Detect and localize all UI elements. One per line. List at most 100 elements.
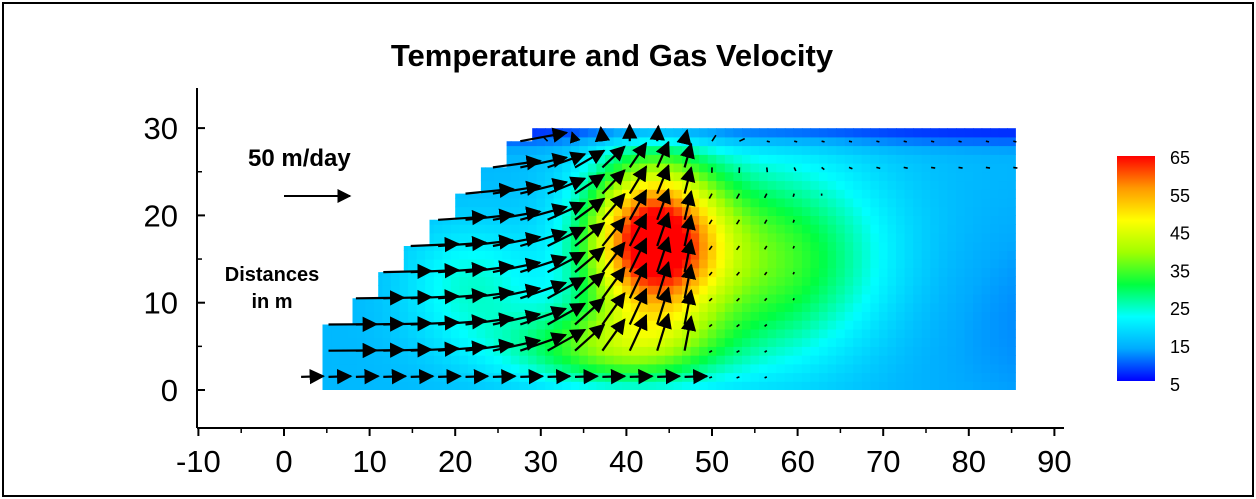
temperature-cell: [819, 163, 829, 173]
temperature-cell: [836, 276, 846, 286]
temperature-cell: [964, 250, 974, 260]
temperature-cell: [459, 267, 469, 278]
temperature-cell: [724, 276, 734, 286]
colorbar-tick-label: 5: [1170, 375, 1180, 395]
temperature-cell: [647, 250, 657, 260]
temperature-cell: [904, 302, 914, 312]
temperature-cell: [587, 241, 598, 251]
temperature-cell: [425, 363, 435, 374]
temperature-cell: [733, 250, 743, 260]
temperature-cell: [964, 267, 974, 278]
temperature-cell: [587, 363, 598, 374]
velocity-arrow: [708, 350, 713, 353]
temperature-cell: [981, 224, 991, 234]
temperature-cell: [416, 355, 426, 365]
temperature-cell: [716, 381, 726, 390]
temperature-cell: [896, 232, 906, 243]
temperature-cell: [913, 215, 923, 225]
y-tick-label: 10: [144, 286, 178, 321]
temperature-cell: [528, 197, 538, 208]
temperature-cell: [759, 320, 769, 330]
temperature-cell: [331, 189, 341, 199]
temperature-cell: [724, 128, 734, 138]
temperature-cell: [776, 241, 786, 251]
temperature-cell: [690, 224, 700, 234]
temperature-cell: [545, 197, 555, 208]
temperature-cell: [365, 311, 375, 321]
temperature-cell: [476, 136, 486, 147]
temperature-cell: [510, 355, 520, 365]
velocity-arrow: [656, 236, 672, 273]
temperature-cell: [836, 372, 846, 382]
temperature-cell: [553, 363, 563, 374]
temperature-cell: [904, 381, 914, 390]
temperature-cell: [861, 145, 871, 155]
temperature-cell: [699, 128, 709, 138]
temperature-cell: [373, 259, 384, 269]
velocity-arrow: [766, 140, 770, 143]
temperature-cell: [870, 206, 880, 216]
temperature-cell: [742, 267, 752, 278]
temperature-cell: [416, 197, 426, 208]
temperature-cell: [742, 136, 752, 147]
temperature-cell: [365, 128, 375, 138]
temperature-cell: [699, 163, 709, 173]
temperature-cell: [904, 232, 914, 243]
temperature-cell: [673, 285, 683, 295]
temperature-cell: [442, 259, 452, 269]
colorbar-tick-label: 45: [1170, 224, 1190, 244]
temperature-cell: [365, 302, 375, 312]
temperature-cell: [699, 250, 709, 260]
temperature-cell: [861, 337, 871, 347]
temperature-cell: [596, 163, 606, 173]
temperature-cell: [998, 259, 1008, 269]
temperature-cell: [322, 328, 332, 339]
temperature-cell: [391, 311, 401, 321]
temperature-cell: [750, 311, 760, 321]
temperature-cell: [442, 285, 452, 295]
temperature-cell: [382, 241, 392, 251]
temperature-cell: [519, 189, 529, 199]
velocity-arrow: [547, 276, 587, 300]
temperature-cell: [904, 337, 914, 347]
temperature-cell: [973, 276, 983, 286]
temperature-cell: [767, 328, 777, 339]
temperature-cell: [348, 180, 358, 190]
x-tick-label: 10: [352, 444, 386, 479]
temperature-cell: [896, 128, 906, 138]
temperature-cell: [861, 346, 871, 356]
temperature-cell: [562, 136, 572, 147]
temperature-cell: [656, 381, 666, 390]
temperature-cell: [493, 180, 503, 190]
temperature-cell: [519, 145, 529, 155]
temperature-cell: [938, 171, 948, 182]
temperature-cell: [716, 259, 726, 269]
temperature-cell: [356, 363, 366, 374]
temperature-cell: [536, 145, 546, 155]
temperature-cell: [964, 302, 974, 312]
temperature-cell: [622, 355, 632, 365]
temperature-cell: [870, 136, 880, 147]
temperature-cell: [562, 381, 572, 390]
temperature-cell: [887, 346, 897, 356]
temperature-cell: [750, 285, 760, 295]
temperature-cell: [647, 320, 657, 330]
temperature-cell: [587, 337, 598, 347]
temperature-cell: [810, 285, 820, 295]
temperature-cell: [476, 189, 486, 199]
temperature-cell: [707, 346, 717, 356]
temperature-cell: [331, 285, 341, 295]
temperature-cell: [408, 250, 418, 260]
temperature-cell: [562, 189, 572, 199]
temperature-cell: [913, 232, 923, 243]
temperature-cell: [878, 259, 889, 269]
temperature-cell: [724, 346, 734, 356]
temperature-cell: [733, 189, 743, 199]
temperature-cell: [365, 145, 375, 155]
temperature-cell: [442, 128, 452, 138]
temperature-cell: [896, 276, 906, 286]
velocity-arrow: [736, 297, 740, 302]
temperature-cell: [605, 189, 615, 199]
velocity-arrow: [792, 219, 795, 223]
temperature-cell: [485, 320, 495, 330]
